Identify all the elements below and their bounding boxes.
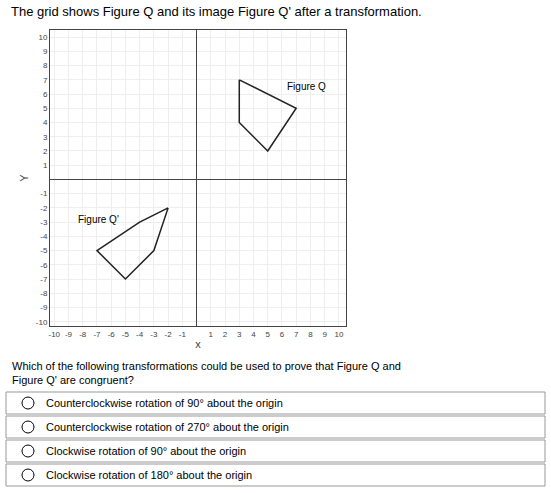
svg-text:1: 1 xyxy=(43,161,48,170)
svg-text:The grid shows Figure Q and it: The grid shows Figure Q and its image Fi… xyxy=(11,4,422,19)
svg-text:5: 5 xyxy=(43,104,48,113)
svg-text:Counterclockwise rotation of 9: Counterclockwise rotation of 90° about t… xyxy=(46,397,283,409)
svg-text:-7: -7 xyxy=(93,330,101,339)
svg-text:x: x xyxy=(195,338,201,350)
svg-text:6: 6 xyxy=(43,90,48,99)
svg-text:-2: -2 xyxy=(40,204,48,213)
svg-text:-5: -5 xyxy=(40,246,48,255)
svg-text:Clockwise rotation of 90° abou: Clockwise rotation of 90° about the orig… xyxy=(46,445,246,457)
svg-text:-9: -9 xyxy=(40,303,48,312)
svg-text:-3: -3 xyxy=(150,330,158,339)
svg-text:-3: -3 xyxy=(40,218,48,227)
svg-text:-7: -7 xyxy=(40,275,48,284)
svg-text:-8: -8 xyxy=(79,330,87,339)
svg-text:4: 4 xyxy=(251,330,256,339)
svg-text:7: 7 xyxy=(294,330,299,339)
svg-text:2: 2 xyxy=(43,147,48,156)
svg-text:-4: -4 xyxy=(136,330,144,339)
svg-text:Clockwise rotation of 180° abo: Clockwise rotation of 180° about the ori… xyxy=(46,469,252,481)
svg-text:-2: -2 xyxy=(165,330,173,339)
svg-text:10: 10 xyxy=(38,33,47,42)
svg-text:8: 8 xyxy=(43,61,48,70)
svg-text:Figure Q': Figure Q' xyxy=(78,214,119,225)
svg-text:-5: -5 xyxy=(122,330,130,339)
svg-text:Which of the following transfo: Which of the following transformations c… xyxy=(12,360,401,386)
svg-text:-8: -8 xyxy=(40,289,48,298)
svg-text:4: 4 xyxy=(43,118,48,127)
svg-text:-10: -10 xyxy=(36,318,48,327)
svg-text:Y: Y xyxy=(18,174,30,182)
svg-text:1: 1 xyxy=(209,330,214,339)
svg-text:-1: -1 xyxy=(40,189,48,198)
svg-text:5: 5 xyxy=(266,330,271,339)
svg-text:3: 3 xyxy=(43,133,48,142)
svg-text:Counterclockwise rotation of 2: Counterclockwise rotation of 270° about … xyxy=(46,421,289,433)
svg-text:3: 3 xyxy=(237,330,242,339)
svg-text:8: 8 xyxy=(308,330,313,339)
svg-text:2: 2 xyxy=(223,330,228,339)
svg-text:9: 9 xyxy=(322,330,327,339)
svg-text:-6: -6 xyxy=(108,330,116,339)
svg-text:9: 9 xyxy=(43,47,48,56)
svg-text:Figure Q: Figure Q xyxy=(287,81,326,92)
svg-text:7: 7 xyxy=(43,76,48,85)
svg-text:-10: -10 xyxy=(48,330,60,339)
svg-text:-9: -9 xyxy=(65,330,73,339)
svg-text:-4: -4 xyxy=(40,232,48,241)
svg-text:-6: -6 xyxy=(40,261,48,270)
svg-text:-1: -1 xyxy=(179,330,187,339)
svg-text:6: 6 xyxy=(280,330,285,339)
svg-text:10: 10 xyxy=(334,330,343,339)
